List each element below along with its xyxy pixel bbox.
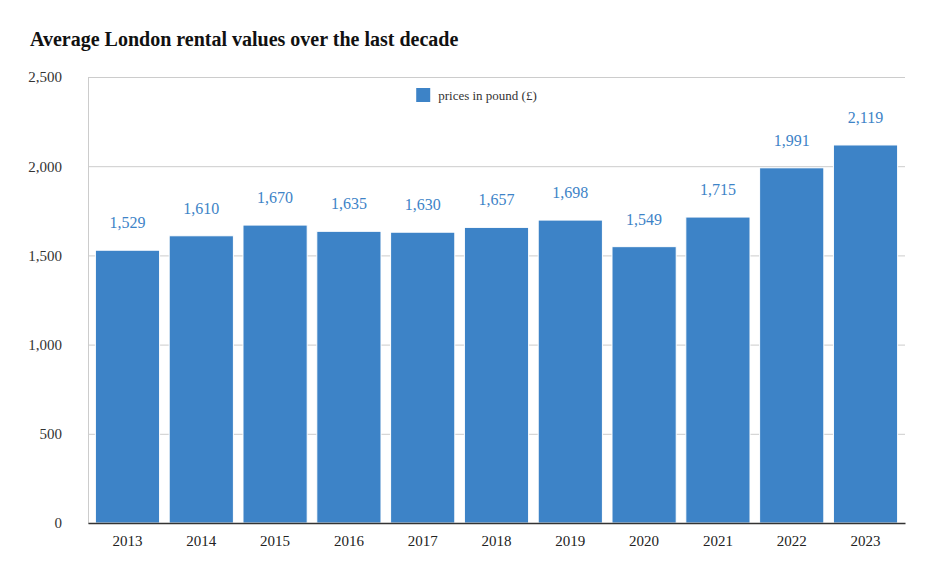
data-label: 1,670: [257, 189, 293, 206]
data-labels: 1,529 1,610 1,670 1,635 1,630 1,657 1,698 1,549…: [109, 109, 883, 231]
legend-label: prices in pound (£): [438, 88, 537, 103]
chart: Average London rental values over the la…: [0, 0, 931, 566]
y-tick-label: 1,000: [28, 337, 62, 353]
y-tick-label: 0: [55, 515, 63, 531]
x-tick: 2013: [112, 523, 142, 549]
bar: [464, 227, 528, 523]
bar: [760, 168, 824, 523]
x-tick-label: 2013: [112, 533, 142, 549]
y-axis: 0 500 1,000 1,500 2,000 2,500: [28, 69, 905, 531]
x-tick: 2023: [851, 523, 881, 549]
x-tick-label: 2016: [334, 533, 365, 549]
x-tick: 2021: [703, 523, 733, 549]
x-tick-label: 2021: [703, 533, 733, 549]
x-tick-label: 2017: [408, 533, 439, 549]
x-tick-label: 2023: [851, 533, 881, 549]
bar: [612, 247, 676, 523]
x-tick-label: 2015: [260, 533, 290, 549]
bar: [538, 220, 602, 523]
legend: prices in pound (£): [416, 88, 537, 103]
bar: [243, 225, 307, 523]
y-tick: 2,500: [28, 69, 905, 85]
y-tick-label: 2,000: [28, 159, 62, 175]
x-tick-label: 2022: [777, 533, 807, 549]
grid-line: [88, 166, 905, 167]
data-label: 1,529: [109, 214, 145, 231]
x-axis: 2013 2014 2015 2016 2017 2018 2019 2020 2021 2022…: [89, 523, 906, 549]
bars: [95, 145, 897, 523]
x-tick: 2017: [408, 523, 439, 549]
x-tick: 2020: [629, 523, 659, 549]
x-tick-label: 2014: [186, 533, 217, 549]
legend-swatch: [416, 88, 430, 102]
data-label: 1,610: [183, 200, 219, 217]
plot: 0 500 1,000 1,500 2,000 2,500 2013 2014 2015 2016…: [28, 69, 905, 548]
x-tick: 2022: [777, 523, 807, 549]
data-label: 1,991: [774, 132, 810, 149]
title: Average London rental values over the la…: [30, 28, 458, 51]
x-axis-line: [89, 523, 906, 525]
bar: [95, 250, 159, 523]
x-tick-label: 2019: [555, 533, 585, 549]
data-label: 1,657: [479, 191, 515, 208]
data-label: 1,630: [405, 196, 441, 213]
bar: [391, 232, 455, 523]
data-label: 1,698: [552, 184, 588, 201]
y-tick-label: 2,500: [28, 69, 62, 85]
data-label: 1,635: [331, 195, 367, 212]
y-tick-label: 500: [40, 426, 63, 442]
x-tick: 2019: [555, 523, 585, 549]
y-axis-line: [89, 78, 906, 524]
bar: [169, 236, 233, 523]
data-label: 1,549: [626, 211, 662, 228]
bar: [686, 217, 750, 523]
bar: [317, 231, 381, 523]
y-tick-label: 1,500: [28, 248, 62, 264]
data-label: 1,715: [700, 181, 736, 198]
x-tick: 2016: [334, 523, 365, 549]
x-tick: 2018: [482, 523, 512, 549]
bar: [833, 145, 897, 523]
x-tick: 2014: [186, 523, 217, 549]
grid-line: [88, 523, 905, 524]
x-tick-label: 2018: [482, 533, 512, 549]
x-tick-label: 2020: [629, 533, 659, 549]
data-label: 2,119: [848, 109, 883, 126]
grid-line: [88, 77, 905, 78]
x-tick: 2015: [260, 523, 290, 549]
